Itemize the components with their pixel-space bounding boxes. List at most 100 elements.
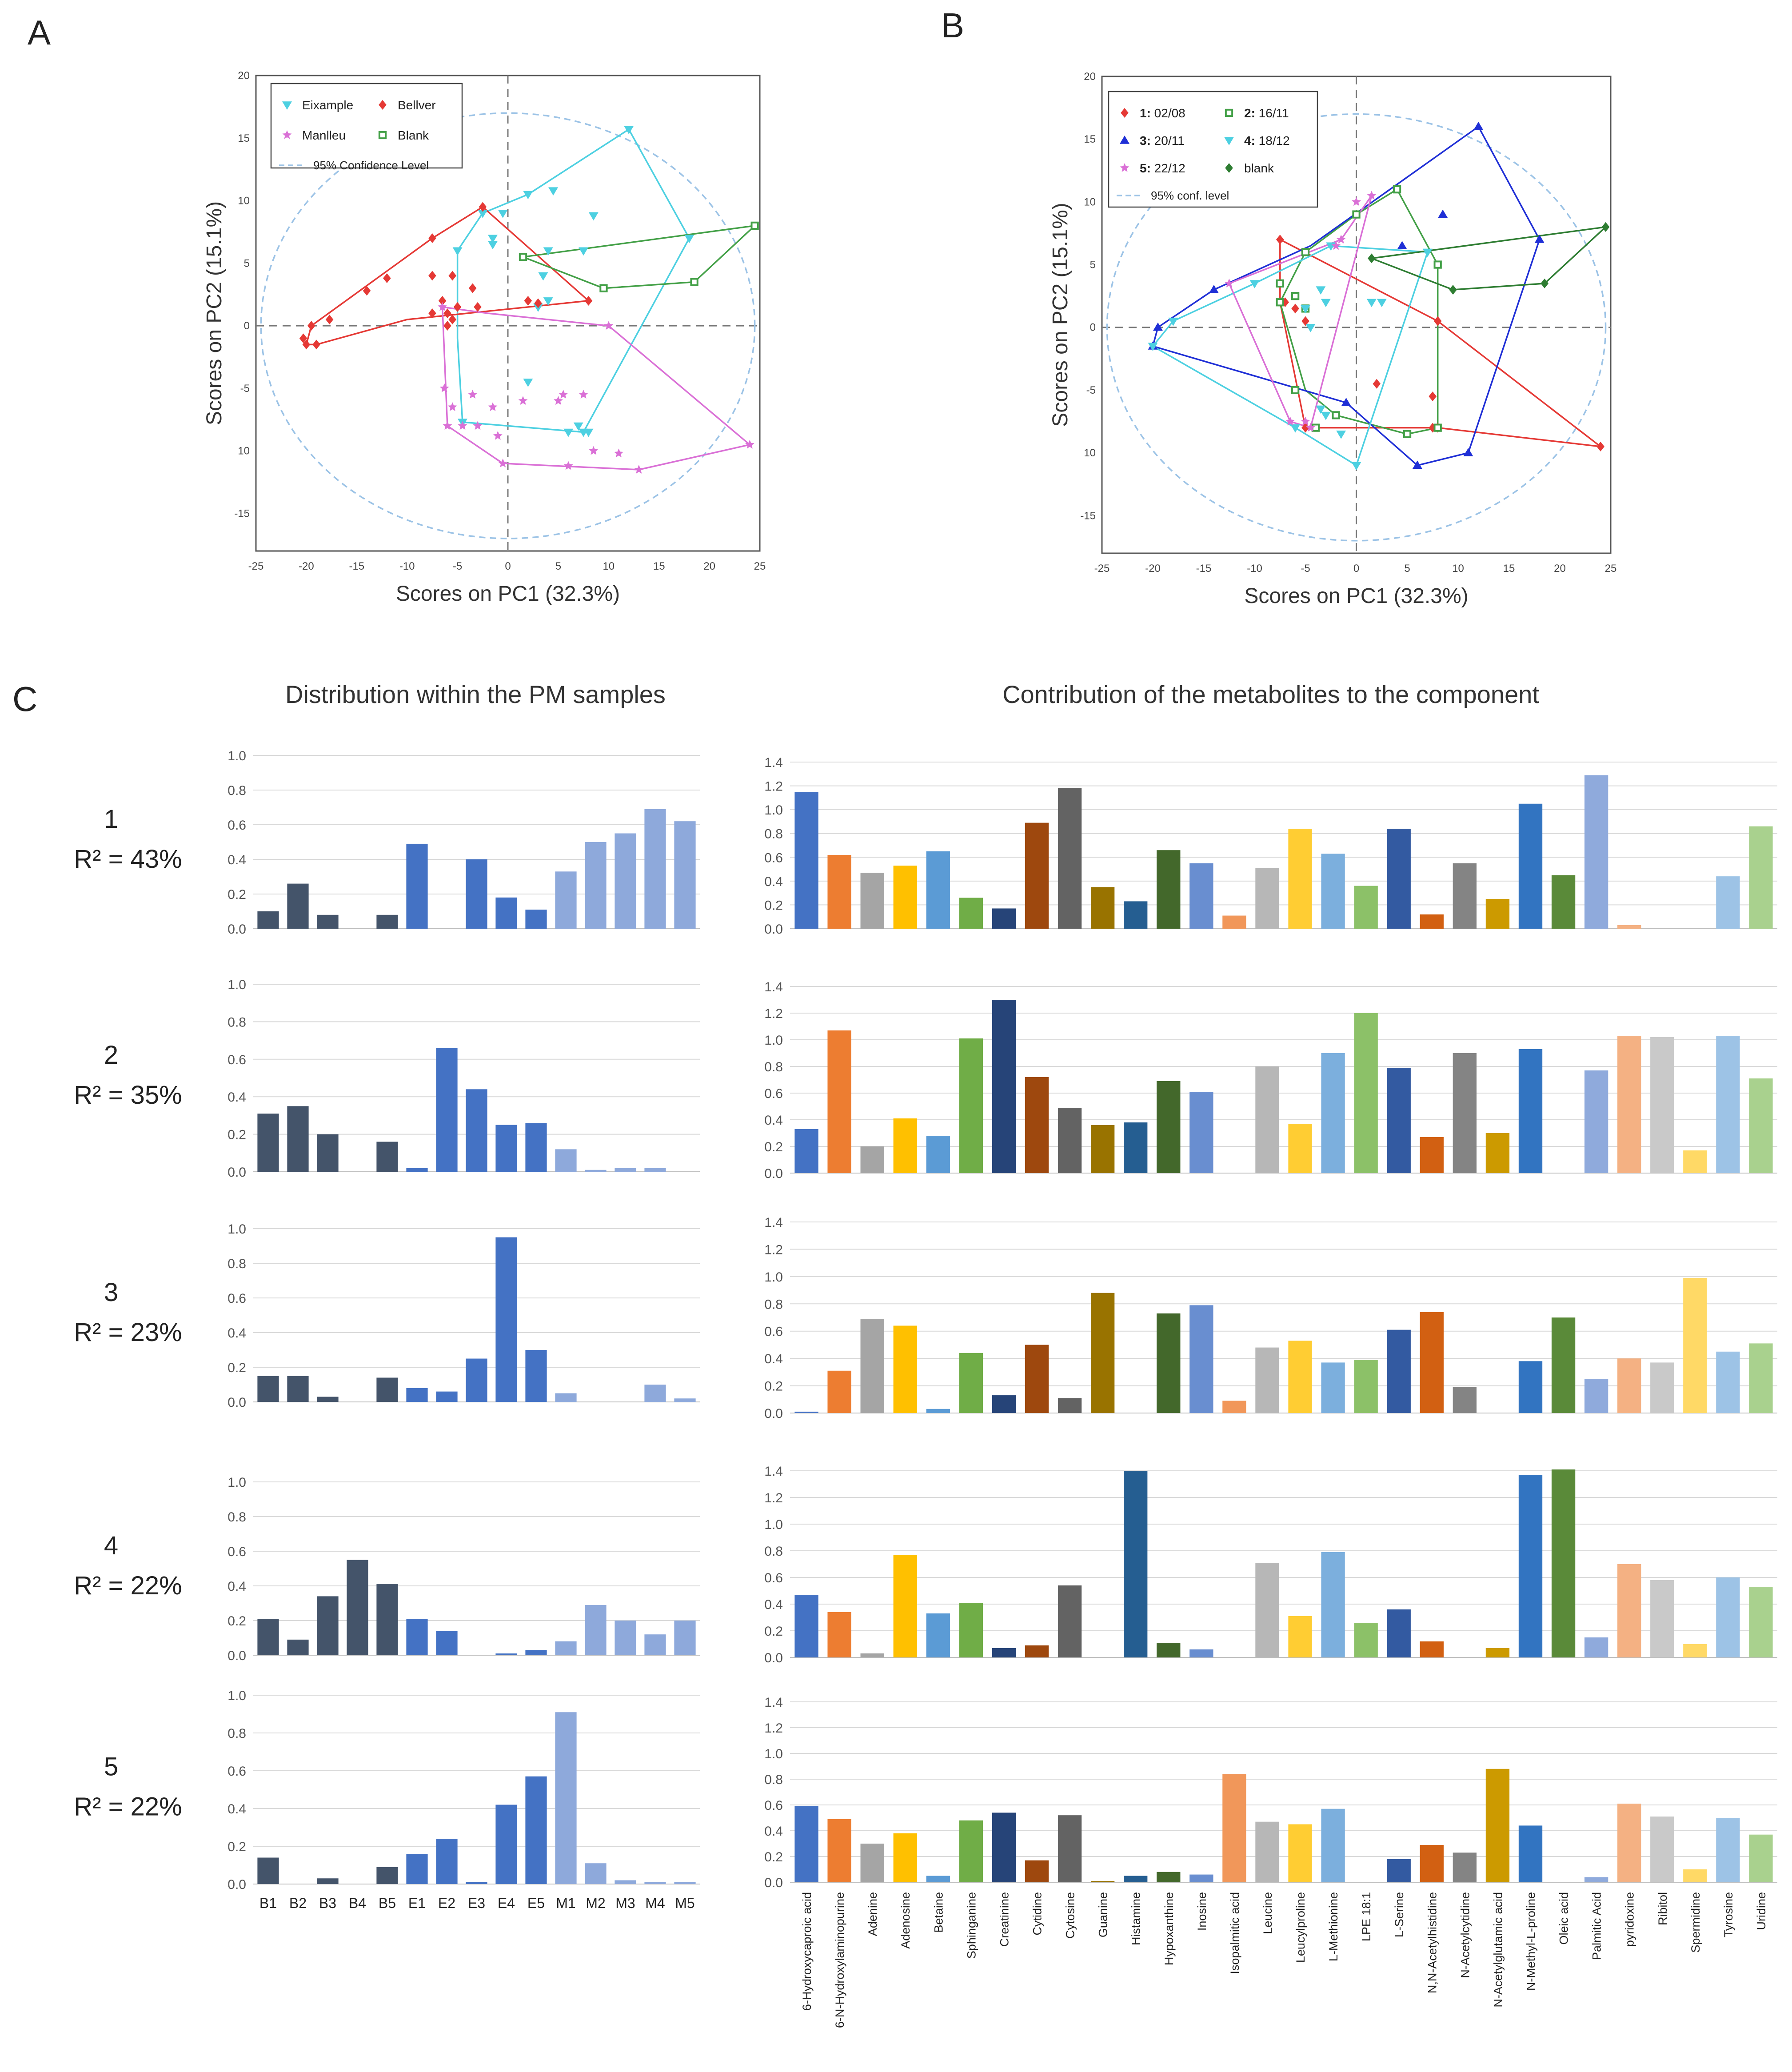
data-point [1336,431,1346,439]
bar [615,1621,636,1655]
bar [1551,1317,1576,1413]
category-label: N-Acetylglutamic acid [1491,1892,1505,2008]
x-tick-label: -15 [349,560,364,572]
bar [317,1134,339,1172]
y-tick-label: 0.2 [764,1140,783,1154]
bar [1025,1645,1049,1657]
bar [992,1000,1016,1173]
legend-box [270,83,463,169]
legend-entry: Eixample [302,98,353,112]
data-point [325,315,334,325]
y-tick-label: 0.8 [764,827,783,842]
data-point [478,210,488,218]
bar [827,1370,851,1413]
bar [1453,1852,1477,1882]
bar [317,1397,339,1402]
y-tick-label: 10 [1084,447,1096,459]
bar [674,1621,696,1655]
bar [1255,1347,1279,1413]
bar [959,1353,983,1413]
bar [1090,1125,1115,1173]
legend-marker [282,130,292,139]
legend-entry-number: 5: [1140,161,1151,175]
bar [585,1605,607,1655]
y-tick-label: 0.6 [227,1545,246,1559]
bar [1650,1580,1674,1657]
bar [1387,1329,1411,1413]
data-point [588,212,599,221]
data-point [443,308,451,318]
y-tick-label: 1.0 [227,1689,246,1703]
y-tick-label: 0 [244,320,250,332]
bar [644,1634,666,1655]
confidence-ellipse [1106,113,1607,542]
data-point [493,431,503,440]
data-point [453,302,462,312]
bar [1354,1013,1378,1173]
category-label: Leucine [1261,1892,1274,1934]
x-tick-label: 15 [653,560,665,572]
bar [347,1560,368,1655]
data-point [1463,448,1473,456]
legend-entry-number: 1: [1140,106,1151,120]
category-label: E1 [408,1895,426,1911]
x-tick-label: -20 [299,560,314,572]
category-label: Cytidine [1031,1892,1044,1936]
y-tick-label: 20 [1084,71,1096,83]
category-label: Tyrosine [1722,1892,1735,1937]
data-point [1301,316,1309,326]
data-point [498,458,508,467]
data-point [428,308,436,318]
y-tick-label: 1.4 [764,1215,783,1230]
data-point [1291,303,1299,314]
bar [406,1854,428,1884]
data-point [1148,343,1158,351]
bar [525,1350,547,1402]
data-point [452,247,463,256]
column-title-right: Contribution of the metabolites to the c… [1002,680,1539,708]
category-label: N-Acetylcytidine [1458,1892,1472,1978]
x-tick-label: 10 [1452,563,1464,575]
bar [926,1876,950,1882]
bar [1650,1816,1674,1882]
category-label: pyridoxine [1623,1892,1636,1947]
data-point [548,187,559,196]
bar [644,1882,666,1884]
bar [893,1833,917,1882]
bar [1749,1343,1773,1413]
bar [1189,1874,1213,1882]
bar [287,1639,309,1655]
bar [466,1358,487,1402]
y-tick-label: 1.0 [764,1747,783,1761]
data-point [1341,398,1351,406]
data-point [1316,286,1326,295]
bar [893,1325,917,1413]
data-point [307,321,315,331]
legend-entry-number: 4: [1244,134,1255,148]
data-point [584,295,593,306]
legend-entry: Manlleu [302,128,346,142]
bar [1157,850,1181,929]
data-point [1473,121,1484,130]
x-tick-label: -5 [1301,563,1310,575]
y-tick-label: 0.4 [764,1113,783,1128]
bar [495,1805,517,1884]
bar [1321,1552,1345,1657]
bar [1321,1053,1345,1173]
bar [959,898,983,929]
category-label: 6-N-Hydroxylaminopurine [833,1892,846,2028]
legend-confidence-label: 95% Confidence Level [313,159,429,172]
y-tick-label: 0.2 [764,898,783,913]
bar [317,1596,339,1655]
category-label: Adenine [866,1892,879,1936]
legend-entry-date: 18/12 [1255,134,1290,148]
bar [1617,1358,1641,1413]
y-tick-label: 0.0 [227,1395,246,1410]
bar [287,1376,309,1402]
bar [860,1319,884,1413]
x-axis-label: Scores on PC1 (32.3%) [1244,584,1468,608]
bar [1222,1774,1246,1882]
y-tick-label: 0 [1090,322,1096,334]
category-label: N,N-Acetylhistidine [1425,1892,1439,1993]
